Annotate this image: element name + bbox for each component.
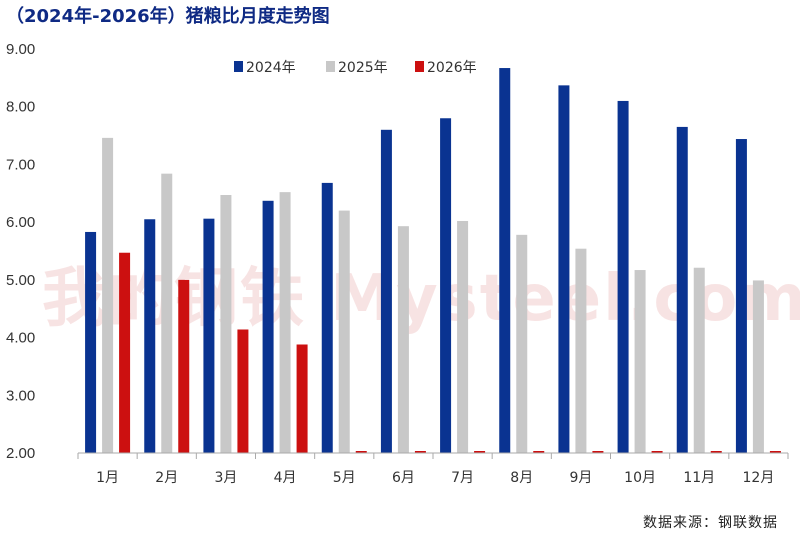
bar — [220, 195, 232, 453]
legend-swatch — [326, 61, 335, 72]
bar — [161, 173, 173, 454]
bar — [279, 192, 291, 454]
legend-swatch — [234, 61, 243, 72]
bar — [203, 218, 215, 453]
bar-placeholder — [355, 451, 367, 453]
bar-placeholder — [592, 451, 604, 453]
x-tick-label: 8月 — [510, 470, 533, 486]
bar — [617, 100, 629, 453]
legend-swatch — [415, 61, 424, 72]
y-tick-label: 6.00 — [6, 214, 35, 231]
bar — [558, 85, 570, 454]
bar — [693, 267, 705, 453]
legend-item: 2026年 — [415, 60, 477, 76]
bar — [634, 270, 646, 453]
y-tick-label: 7.00 — [6, 156, 35, 173]
y-axis: 2.00 3.00 4.00 5.00 6.00 7.00 8.00 9.00 — [6, 41, 35, 462]
legend: 2024年 2025年 2026年 — [234, 60, 477, 76]
bar — [144, 219, 156, 453]
bar — [380, 129, 392, 454]
bar — [575, 248, 587, 453]
y-tick-label: 3.00 — [6, 387, 35, 404]
y-tick-label: 2.00 — [6, 445, 35, 462]
y-tick-label: 9.00 — [6, 41, 35, 58]
bar — [440, 118, 452, 453]
bar-placeholder — [769, 451, 781, 453]
bar — [178, 279, 190, 453]
x-tick-label: 9月 — [569, 470, 592, 486]
legend-item: 2024年 — [234, 60, 296, 76]
x-tick-label: 12月 — [743, 470, 775, 486]
bar — [735, 139, 747, 453]
x-tick-label: 3月 — [214, 470, 237, 486]
bar-placeholder — [533, 451, 545, 453]
bar — [102, 137, 114, 453]
x-tick-label: 2月 — [155, 470, 178, 486]
bar-placeholder — [710, 451, 722, 453]
bar — [397, 226, 409, 453]
legend-label: 2026年 — [427, 60, 477, 76]
bar — [676, 126, 688, 454]
bar-placeholder — [651, 451, 663, 453]
bar — [119, 252, 131, 453]
y-tick-label: 5.00 — [6, 272, 35, 289]
source-note: 数据来源：钢联数据 — [643, 515, 778, 531]
bar — [516, 234, 528, 453]
bar — [262, 200, 274, 453]
x-axis-labels: 1月 2月 3月 4月 5月 6月 7月 8月 9月 10月 11月 12月 — [96, 470, 774, 486]
bar — [752, 280, 764, 453]
x-tick-label: 6月 — [392, 470, 415, 486]
bar — [296, 344, 308, 453]
bar — [499, 68, 511, 453]
bar — [321, 182, 333, 453]
y-tick-label: 8.00 — [6, 99, 35, 116]
x-tick-label: 11月 — [683, 470, 715, 486]
x-tick-label: 1月 — [96, 470, 119, 486]
bar — [85, 231, 97, 453]
bar — [457, 220, 469, 453]
legend-label: 2024年 — [246, 60, 296, 76]
bar-placeholder — [414, 451, 426, 453]
chart-title: （2024年-2026年）猪粮比月度走势图 — [6, 6, 330, 27]
x-tick-label: 10月 — [624, 470, 656, 486]
x-tick-label: 5月 — [333, 470, 356, 486]
bar-series — [85, 68, 781, 454]
legend-label: 2025年 — [338, 60, 388, 76]
bar — [338, 210, 350, 453]
x-tick-label: 4月 — [274, 470, 297, 486]
y-tick-label: 4.00 — [6, 330, 35, 347]
bar-placeholder — [474, 451, 486, 453]
x-axis — [77, 452, 789, 459]
legend-item: 2025年 — [326, 60, 388, 76]
bar — [237, 329, 249, 453]
x-tick-label: 7月 — [451, 470, 474, 486]
